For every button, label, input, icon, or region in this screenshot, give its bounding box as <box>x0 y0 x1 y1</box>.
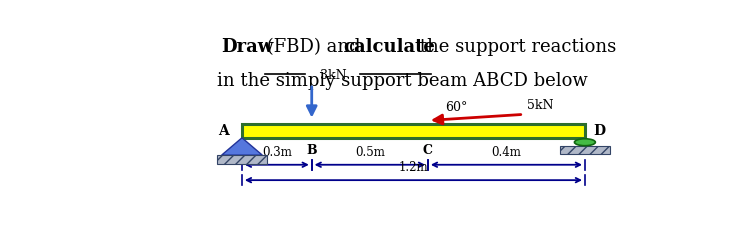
Text: A: A <box>218 124 229 138</box>
Text: 0.5m: 0.5m <box>355 146 385 159</box>
Text: 60°: 60° <box>446 101 468 114</box>
Text: C: C <box>423 144 433 156</box>
Text: 0.4m: 0.4m <box>491 146 521 159</box>
Bar <box>560 146 610 154</box>
Text: (FBD) and: (FBD) and <box>262 38 367 56</box>
Text: 0.3m: 0.3m <box>262 146 292 159</box>
Text: 3kN: 3kN <box>320 69 347 82</box>
Circle shape <box>574 139 596 146</box>
Text: the support reactions: the support reactions <box>414 38 616 56</box>
Text: B: B <box>307 144 317 156</box>
Text: 5kN: 5kN <box>526 100 553 112</box>
Bar <box>242 124 585 138</box>
Text: in the simply support beam ABCD below: in the simply support beam ABCD below <box>217 72 588 90</box>
Text: D: D <box>594 124 606 138</box>
Text: Draw: Draw <box>221 38 273 56</box>
Bar <box>217 155 267 164</box>
Text: 1.2m: 1.2m <box>399 162 428 174</box>
Text: calculate: calculate <box>343 38 435 56</box>
Polygon shape <box>222 138 262 155</box>
